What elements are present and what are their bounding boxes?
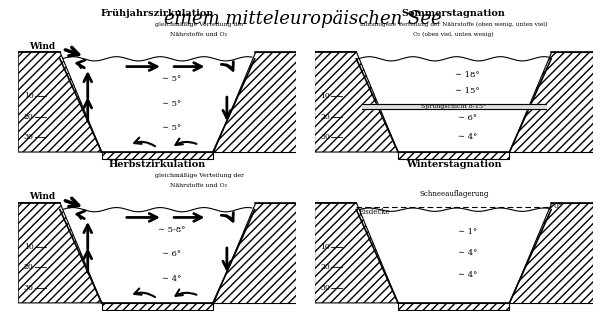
- Polygon shape: [60, 59, 255, 152]
- Polygon shape: [102, 152, 213, 159]
- Polygon shape: [315, 203, 398, 303]
- Polygon shape: [398, 303, 509, 310]
- Polygon shape: [315, 52, 398, 152]
- Text: ∼ 5°: ∼ 5°: [162, 75, 181, 83]
- Polygon shape: [102, 303, 213, 310]
- Text: 0°: 0°: [554, 202, 563, 210]
- Text: ∼ 15°: ∼ 15°: [456, 87, 480, 95]
- Text: ∼ 5°: ∼ 5°: [162, 124, 181, 132]
- Text: gleichmäßige Verteilung der: gleichmäßige Verteilung der: [154, 22, 244, 27]
- Text: ∼ 4°: ∼ 4°: [458, 248, 477, 256]
- Text: ∼ 5-8°: ∼ 5-8°: [157, 226, 185, 234]
- Text: 10: 10: [320, 92, 330, 100]
- Text: Wind: Wind: [29, 42, 56, 51]
- Text: 30: 30: [320, 133, 330, 141]
- Text: ∼ 4°: ∼ 4°: [458, 271, 477, 279]
- Text: gleichmäßige Verteilung der: gleichmäßige Verteilung der: [154, 173, 244, 178]
- Text: inhomogene Verteilung der Nährstoffe (oben wenig, unten viel): inhomogene Verteilung der Nährstoffe (ob…: [360, 22, 548, 27]
- Text: ∼ 6°: ∼ 6°: [162, 250, 181, 258]
- Polygon shape: [356, 210, 551, 303]
- Text: 20: 20: [24, 264, 33, 272]
- Text: ∼ 5°: ∼ 5°: [162, 100, 181, 108]
- Text: 20: 20: [320, 264, 330, 272]
- Text: Wind: Wind: [29, 193, 56, 202]
- Text: Frühjahrszirkulation: Frühjahrszirkulation: [100, 9, 214, 18]
- Polygon shape: [509, 52, 593, 152]
- Text: ∼ 1°: ∼ 1°: [458, 228, 477, 236]
- Text: Nährstoffe und O₂: Nährstoffe und O₂: [171, 32, 227, 37]
- Text: ∼ 18°: ∼ 18°: [456, 71, 480, 79]
- Polygon shape: [398, 152, 509, 159]
- Polygon shape: [213, 203, 296, 303]
- Text: 30: 30: [24, 284, 33, 292]
- Text: Sommerstagnation: Sommerstagnation: [402, 9, 506, 18]
- Text: 10: 10: [24, 243, 33, 251]
- Text: 30: 30: [24, 133, 33, 141]
- Polygon shape: [18, 203, 102, 303]
- Text: Herbstzirkulation: Herbstzirkulation: [109, 160, 206, 169]
- Text: Eisdecke: Eisdecke: [359, 208, 391, 216]
- Text: Schneeauflagerung: Schneeauflagerung: [419, 190, 488, 198]
- Text: Nährstoffe und O₂: Nährstoffe und O₂: [171, 183, 227, 188]
- Polygon shape: [60, 210, 255, 303]
- Text: ∼ 6°: ∼ 6°: [458, 115, 477, 123]
- Text: Winterstagnation: Winterstagnation: [406, 160, 502, 169]
- Text: 10: 10: [320, 243, 330, 251]
- Text: 10: 10: [24, 92, 33, 100]
- Polygon shape: [509, 203, 593, 303]
- Polygon shape: [356, 59, 551, 152]
- Polygon shape: [213, 52, 296, 152]
- Text: ∼ 4°: ∼ 4°: [458, 133, 477, 141]
- Text: ∼ 4°: ∼ 4°: [162, 275, 181, 283]
- Text: Sprungschicht 8-15°: Sprungschicht 8-15°: [421, 104, 486, 109]
- Text: O₂ (oben viel, unten wenig): O₂ (oben viel, unten wenig): [413, 32, 494, 37]
- Text: 30: 30: [320, 284, 330, 292]
- Polygon shape: [18, 52, 102, 152]
- Text: 20: 20: [24, 113, 33, 121]
- Text: 20: 20: [320, 113, 330, 121]
- Text: einem mitteleuropäischen See: einem mitteleuropäischen See: [164, 10, 441, 28]
